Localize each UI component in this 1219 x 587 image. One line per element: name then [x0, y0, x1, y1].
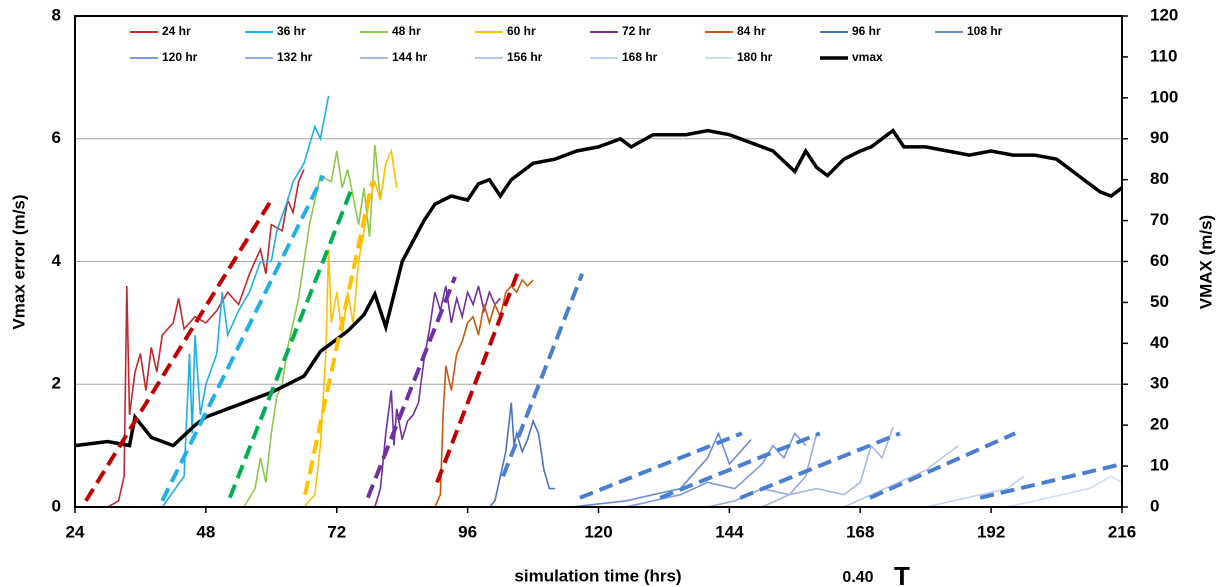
x-tick-label: 72: [327, 522, 346, 541]
x-tick-label: 48: [196, 522, 215, 541]
y2-tick-label: 30: [1150, 374, 1169, 393]
trend-line: [84, 199, 274, 502]
y2-tick-label: 40: [1150, 333, 1169, 352]
trend-line: [869, 431, 1016, 500]
series-line: [243, 144, 387, 508]
legend-label: 120 hr: [162, 50, 198, 64]
y-tick-label: 2: [52, 374, 61, 393]
series-line: [161, 95, 330, 508]
y2-tick-label: 0: [1150, 496, 1159, 515]
y-tick-label: 8: [52, 5, 61, 24]
legend-label: 180 hr: [737, 50, 773, 64]
legend-label: 108 hr: [967, 24, 1003, 38]
annotation: 0.40: [842, 569, 873, 586]
series-line: [488, 402, 555, 508]
trend-line: [579, 431, 743, 500]
trend-line: [979, 462, 1123, 500]
legend-label: 132 hr: [277, 50, 313, 64]
series-line: [925, 475, 1025, 508]
legend-label: 72 hr: [622, 24, 651, 38]
legend-label: 60 hr: [507, 24, 536, 38]
y2-tick-label: 20: [1150, 415, 1169, 434]
x-tick-label: 144: [715, 522, 744, 541]
series-line: [74, 128, 1124, 448]
x-tick-label: 96: [458, 522, 477, 541]
plot-frame: [74, 15, 1123, 508]
y2-tick-label: 80: [1150, 169, 1169, 188]
legend-label: 24 hr: [162, 24, 191, 38]
y-axis-label: Vmax error (m/s): [9, 194, 28, 329]
y2-tick-label: 10: [1150, 456, 1169, 475]
y2-tick-label: 110: [1150, 46, 1177, 65]
x-tick-label: 120: [584, 522, 612, 541]
trend-line: [160, 174, 325, 502]
trend-line: [365, 276, 457, 499]
y2-tick-label: 100: [1150, 87, 1178, 106]
y-tick-label: 0: [52, 496, 61, 515]
series-line: [107, 169, 305, 508]
y-tick-label: 4: [52, 251, 62, 270]
x-tick-label: 168: [846, 522, 874, 541]
x-tick-label: 216: [1108, 522, 1136, 541]
series-line: [571, 431, 752, 508]
annotation: T: [894, 561, 910, 587]
y2-tick-label: 50: [1150, 292, 1169, 311]
series-line: [434, 278, 534, 508]
series-line: [843, 444, 959, 508]
trend-line: [739, 431, 901, 500]
x-axis-label: simulation time (hrs): [514, 566, 681, 585]
legend-label: 84 hr: [737, 24, 766, 38]
y2-tick-label: 120: [1150, 5, 1178, 24]
series-line: [761, 426, 894, 508]
series-line: [303, 148, 398, 508]
x-tick-label: 24: [66, 522, 85, 541]
trend-line: [659, 431, 821, 500]
series-line: [358, 285, 501, 508]
legend-label: 168 hr: [622, 50, 658, 64]
legend-label: vmax: [852, 50, 883, 64]
y2-axis-label: VMAX (m/s): [1196, 215, 1215, 309]
trend-line: [303, 181, 375, 496]
legend-label: 36 hr: [277, 24, 306, 38]
legend-label: 96 hr: [852, 24, 881, 38]
y2-tick-label: 60: [1150, 251, 1169, 270]
trend-line: [228, 187, 354, 499]
series-line: [1007, 475, 1123, 508]
y2-tick-label: 70: [1150, 210, 1169, 229]
y-tick-label: 6: [52, 128, 61, 147]
trend-line: [501, 273, 585, 478]
legend-label: 48 hr: [392, 24, 421, 38]
x-tick-label: 192: [977, 522, 1005, 541]
series-line: [625, 431, 807, 508]
y2-tick-label: 90: [1150, 128, 1169, 147]
trend-line: [435, 273, 520, 484]
legend-label: 156 hr: [507, 50, 543, 64]
legend-label: 144 hr: [392, 50, 428, 64]
